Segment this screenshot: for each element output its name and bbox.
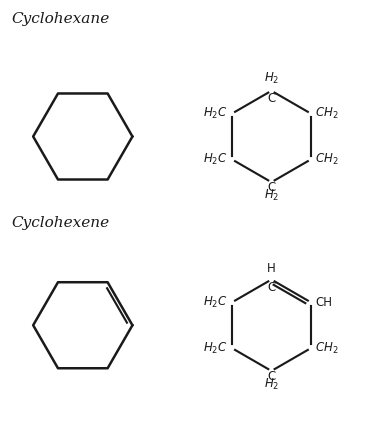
Text: $CH_2$: $CH_2$ <box>315 106 339 121</box>
Text: $H_2C$: $H_2C$ <box>203 106 228 121</box>
Text: C: C <box>267 370 276 383</box>
Text: $CH_2$: $CH_2$ <box>315 152 339 167</box>
Text: H: H <box>267 261 276 274</box>
Text: C: C <box>267 92 276 105</box>
Text: CH: CH <box>315 296 332 309</box>
Text: $CH_2$: $CH_2$ <box>315 341 339 356</box>
Text: $H_2C$: $H_2C$ <box>203 152 228 167</box>
Text: $H_2C$: $H_2C$ <box>203 295 228 310</box>
Text: $H_2$: $H_2$ <box>264 377 279 392</box>
Text: C: C <box>267 280 276 293</box>
Text: $H_2C$: $H_2C$ <box>203 341 228 356</box>
Text: $H_2$: $H_2$ <box>264 71 279 86</box>
Text: C: C <box>267 181 276 194</box>
Text: Cyclohexane: Cyclohexane <box>11 12 110 27</box>
Text: $H_2$: $H_2$ <box>264 188 279 203</box>
Text: Cyclohexene: Cyclohexene <box>11 216 110 230</box>
